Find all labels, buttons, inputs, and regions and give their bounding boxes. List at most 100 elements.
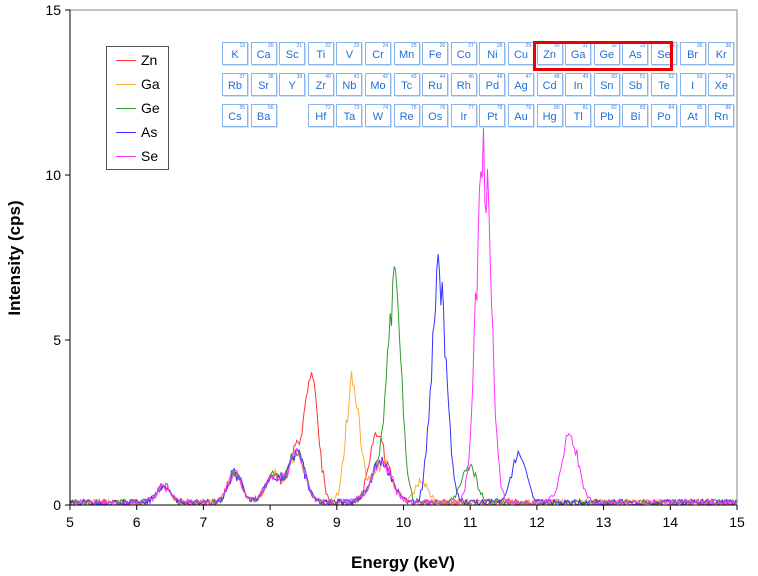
legend-label: Ge [141,100,160,116]
element-symbol: Rn [714,111,729,123]
element-symbol: Hg [542,111,557,123]
element-symbol: Cu [513,49,529,61]
element-symbol: I [691,80,695,92]
element-cell-te: 52 Te [651,73,677,96]
x-tick-label: 9 [333,514,341,530]
atomic-number: 20 [268,43,274,49]
element-cell-ge: 32 Ge [593,42,620,65]
x-tick-label: 14 [663,514,679,530]
x-tick-label: 12 [529,514,545,530]
element-cell-rb: 37 Rb [222,73,248,96]
element-cell-pb: 82 Pb [593,104,620,127]
element-symbol: Mo [370,80,386,92]
element-cell-kr: 36 Kr [708,42,735,65]
atomic-number: 38 [268,74,274,80]
atomic-number: 45 [468,74,474,80]
element-symbol: Fe [428,49,442,61]
element-symbol: Hf [315,111,327,123]
series-layer [69,127,738,507]
atomic-number: 55 [239,105,245,111]
atomic-number: 36 [725,43,732,49]
series-line-ge [69,266,738,507]
legend-swatch [116,60,136,61]
element-cell-sc: 21 Sc [279,42,306,65]
element-symbol: Au [514,111,528,123]
atomic-number: 23 [353,43,360,49]
series-line-zn [69,372,738,507]
atomic-number: 40 [325,74,331,80]
element-symbol: Ta [343,111,356,123]
highlighted-elements-box [533,41,673,71]
element-symbol: At [687,111,698,123]
series-line-ga [69,371,738,507]
legend-swatch [116,156,136,157]
atomic-number: 24 [382,43,388,49]
atomic-number: 76 [439,105,446,111]
atomic-number: 35 [697,43,703,49]
element-cell-bi: 83 Bi [622,104,649,127]
element-symbol: Br [687,49,699,61]
legend-swatch [116,132,136,133]
element-symbol: K [231,49,239,61]
series-line-se [69,127,738,507]
atomic-number: 29 [525,43,531,49]
element-cell-rh: 45 Rh [450,73,477,96]
legend-item-zn: Zn [107,49,168,73]
atomic-number: 74 [382,105,388,111]
element-cell-xe: 54 Xe [708,73,735,96]
element-cell-v: 23 V [336,42,363,65]
atomic-number: 73 [353,105,360,111]
element-cell-zr: 40 Zr [307,73,334,96]
atomic-number: 19 [239,43,245,49]
atomic-number: 41 [353,74,360,80]
element-symbol: Cd [542,80,557,92]
element-cell-w: 74 W [365,104,391,127]
element-symbol: Bi [630,111,641,123]
element-cell-sb: 51 Sb [622,73,649,96]
element-symbol: Nb [342,80,357,92]
element-cell-as: 33 As [622,42,649,65]
atomic-number: 44 [439,74,446,80]
atomic-number: 27 [468,43,474,49]
element-symbol: V [345,49,354,61]
element-cell-au: 79 Au [508,104,534,127]
atomic-number: 46 [496,74,503,80]
y-tick-label: 10 [45,167,61,183]
atomic-number: 86 [725,105,732,111]
element-cell-i: 53 I [679,73,706,96]
element-symbol: Ir [460,111,468,123]
y-tick-label: 5 [53,332,61,348]
periodic-table-inset: 19 K 20 Ca 21 Sc 22 Ti 23 V 24 Cr 25 Mn 26 Fe 27 Co 28 Ni 29… [222,42,742,137]
atomic-number: 82 [611,105,617,111]
element-cell-ba: 56 Ba [250,104,277,127]
element-symbol: Se [657,49,671,61]
element-cell-co: 27 Co [450,42,477,65]
element-symbol: Pb [600,111,614,123]
element-symbol: As [628,49,642,61]
atomic-number: 25 [411,43,417,49]
element-cell-y: 39 Y [279,73,306,96]
element-symbol: Os [428,111,443,123]
element-symbol: Y [288,80,296,92]
element-cell-fe: 26 Fe [422,42,449,65]
x-tick-label: 7 [200,514,208,530]
atomic-number: 72 [325,105,331,111]
element-symbol: Te [658,80,670,92]
element-symbol: Tl [573,111,583,123]
atomic-number: 30 [554,43,560,49]
element-symbol: Sr [258,80,270,92]
element-symbol: Sn [600,80,614,92]
element-cell-nb: 41 Nb [336,73,363,96]
legend: Zn Ga Ge As Se [106,46,169,170]
atomic-number: 80 [554,105,560,111]
atomic-number: 43 [411,74,417,80]
element-symbol: Ni [487,49,498,61]
element-cell-ru: 44 Ru [422,73,449,96]
atomic-number: 26 [439,43,446,49]
element-symbol: Zr [315,80,326,92]
y-tick-label: 0 [53,497,61,513]
element-cell-pt: 78 Pt [479,104,506,127]
element-cell-mo: 42 Mo [365,73,391,96]
element-symbol: Cr [372,49,384,61]
